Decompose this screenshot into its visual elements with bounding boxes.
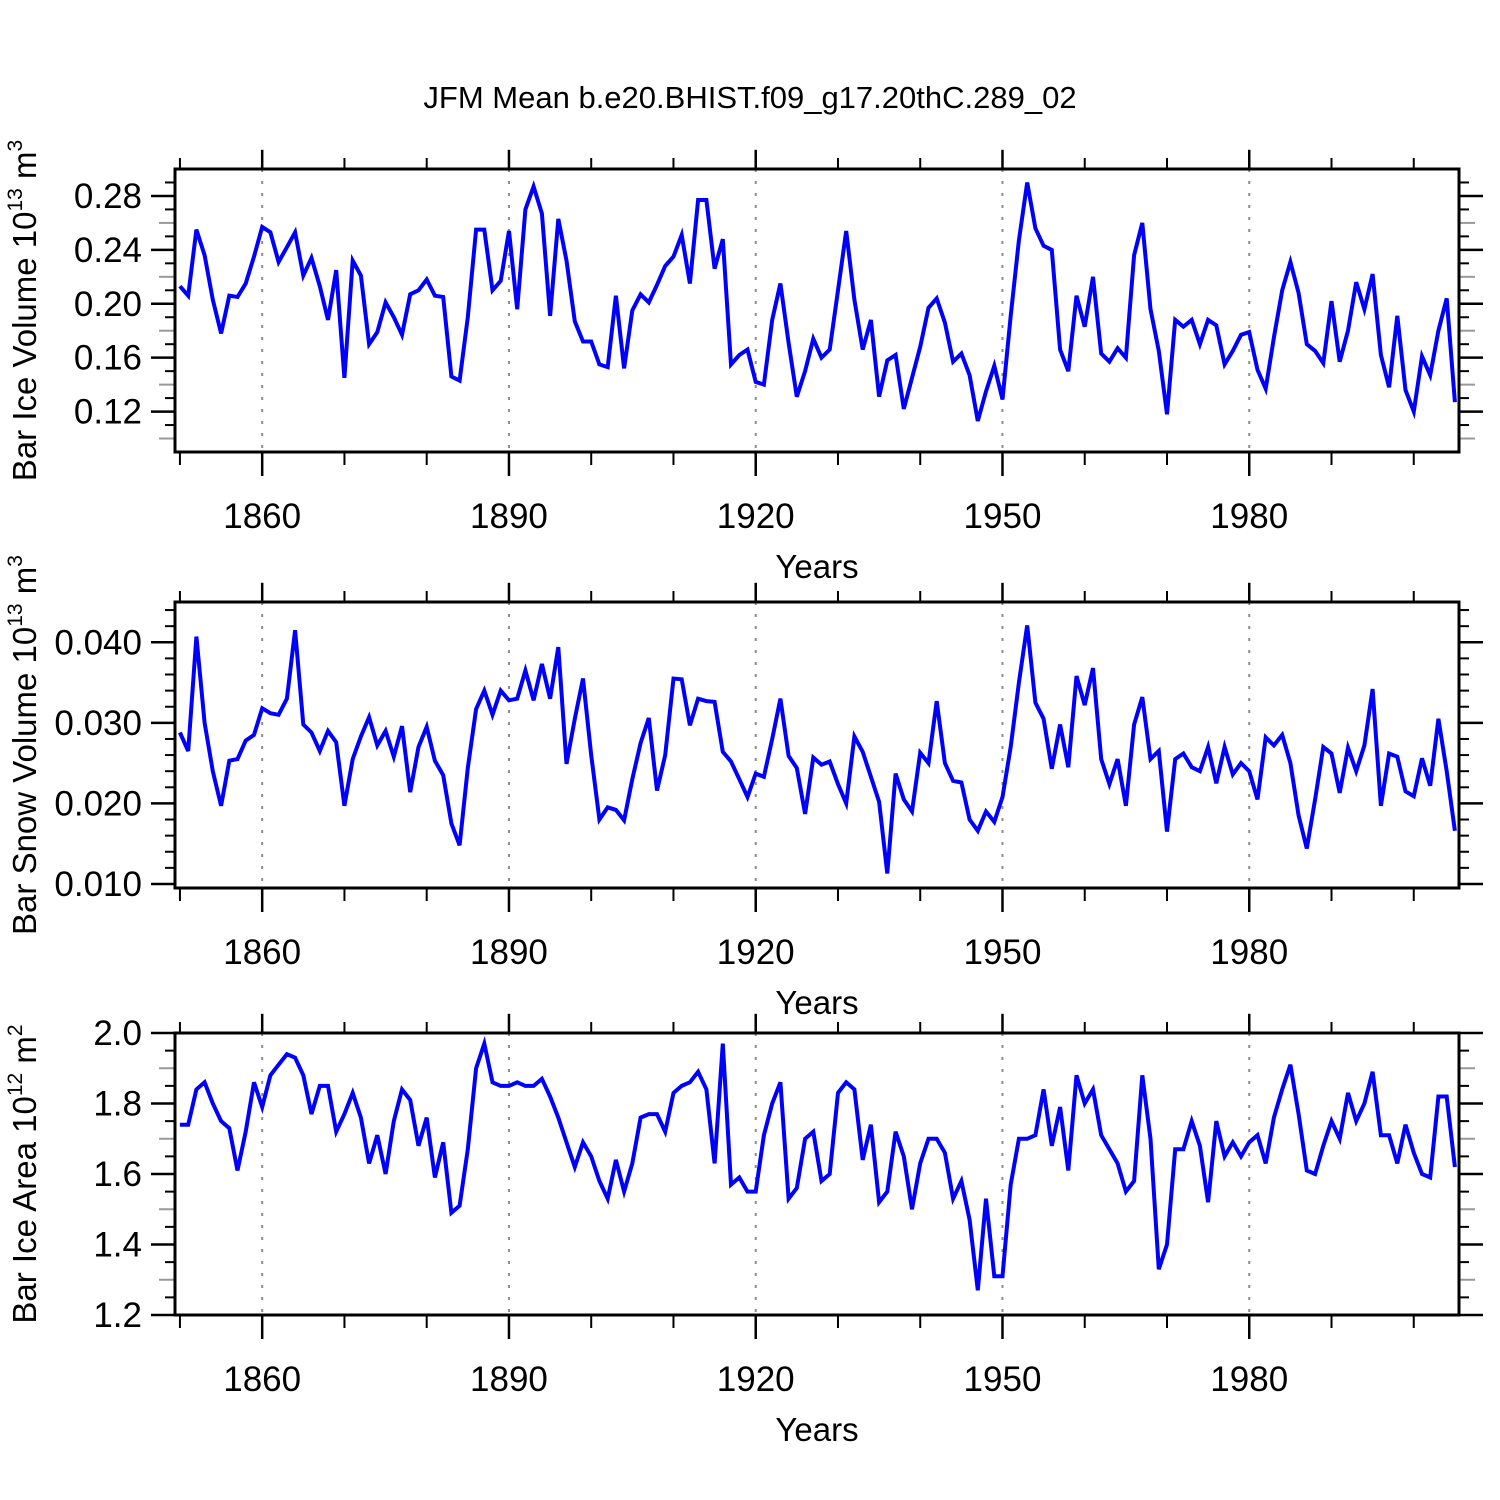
y-tick-label: 0.12 xyxy=(74,393,142,432)
y-axis-label-superscript: 3 xyxy=(4,555,27,567)
x-tick-label: 1890 xyxy=(470,1360,548,1399)
y-tick-label: 0.20 xyxy=(74,285,142,324)
panel-2-frame xyxy=(173,600,1461,890)
y-axis-label-superscript: 2 xyxy=(4,1024,27,1036)
y-tick-label: 1.4 xyxy=(93,1226,142,1265)
y-tick-label: 1.6 xyxy=(93,1155,142,1194)
x-tick-label: 1890 xyxy=(470,497,548,536)
y-tick-label: 0.030 xyxy=(54,704,142,743)
panel-1-frame xyxy=(173,167,1461,454)
panel-3-frame xyxy=(173,1031,1461,1317)
y-tick-label: 2.0 xyxy=(93,1014,142,1053)
x-tick-label: 1890 xyxy=(470,933,548,972)
y-tick-label: 0.010 xyxy=(54,865,142,904)
y-tick-label: 0.28 xyxy=(74,177,142,216)
y-tick-label: 0.16 xyxy=(74,339,142,378)
x-axis-label: Years xyxy=(775,548,858,585)
x-tick-label: 1920 xyxy=(717,933,795,972)
y-axis-label-superscript: 13 xyxy=(4,603,27,626)
x-tick-label: 1980 xyxy=(1210,933,1288,972)
y-axis-label-superscript: 12 xyxy=(4,1073,27,1096)
x-tick-label: 1920 xyxy=(717,497,795,536)
series-line-panel-2 xyxy=(178,625,1457,874)
y-axis-label-text: Bar Ice Area 10 xyxy=(6,1096,43,1323)
y-tick-label: 0.24 xyxy=(74,231,142,270)
y-axis-label-superscript: 13 xyxy=(4,188,27,211)
y-axis-label: Bar Ice Volume 1013 m3 xyxy=(4,140,43,481)
x-axis-label: Years xyxy=(775,984,858,1021)
y-axis-label-text: Bar Ice Volume 10 xyxy=(6,212,43,482)
y-tick-label: 1.2 xyxy=(93,1296,142,1335)
y-tick-label: 0.040 xyxy=(54,623,142,662)
y-axis-label-superscript: 3 xyxy=(4,140,27,152)
x-tick-label: 1950 xyxy=(964,1360,1042,1399)
series-line-panel-3 xyxy=(179,1035,1457,1291)
y-axis-label-text: m xyxy=(6,152,43,189)
x-tick-label: 1950 xyxy=(964,497,1042,536)
x-tick-label: 1920 xyxy=(717,1360,795,1399)
y-tick-label: 0.020 xyxy=(54,784,142,823)
y-axis-label: Bar Snow Volume 1013 m3 xyxy=(4,555,43,935)
x-tick-label: 1860 xyxy=(223,933,301,972)
series-line-panel-1 xyxy=(178,180,1457,422)
y-axis-label-text: Bar Snow Volume 10 xyxy=(6,627,43,935)
x-tick-label: 1860 xyxy=(223,497,301,536)
y-axis-label-text: m xyxy=(6,1036,43,1073)
chart-title: JFM Mean b.e20.BHIST.f09_g17.20thC.289_0… xyxy=(423,80,1077,115)
y-axis-label: Bar Ice Area 1012 m2 xyxy=(4,1024,43,1323)
x-tick-label: 1980 xyxy=(1210,497,1288,536)
y-axis-label-text: m xyxy=(6,567,43,604)
x-tick-label: 1860 xyxy=(223,1360,301,1399)
x-tick-label: 1950 xyxy=(964,933,1042,972)
x-axis-label: Years xyxy=(775,1411,858,1448)
y-tick-label: 1.8 xyxy=(93,1085,142,1124)
x-tick-label: 1980 xyxy=(1210,1360,1288,1399)
